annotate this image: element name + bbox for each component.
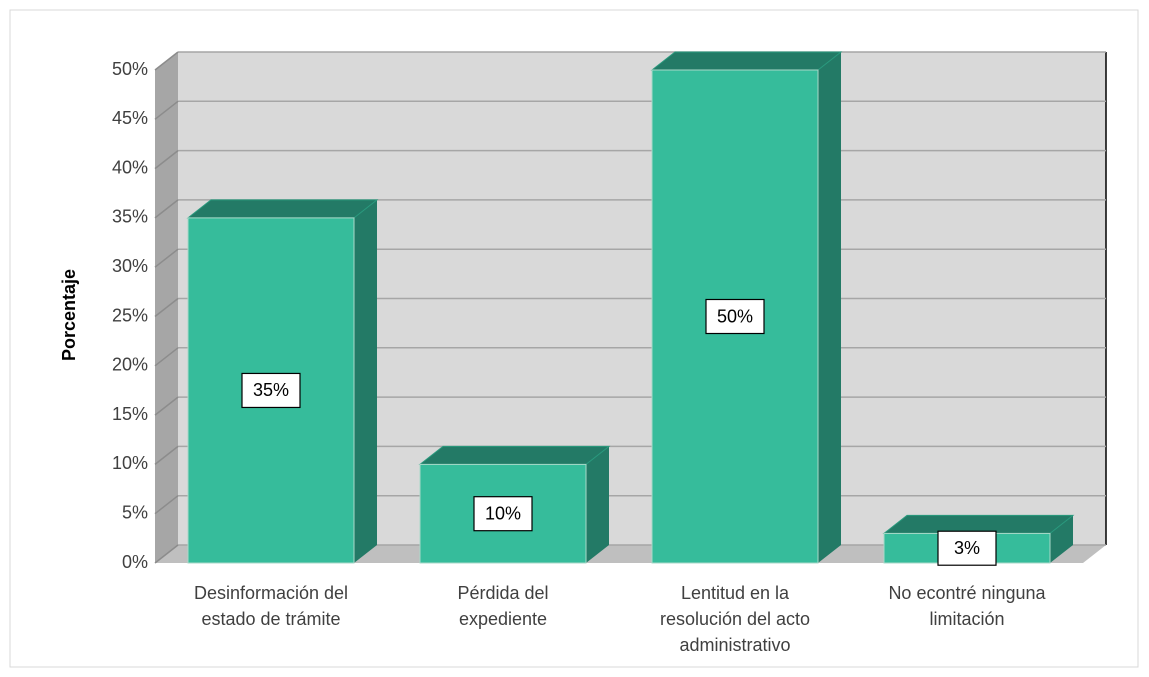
data-label-box xyxy=(473,496,533,532)
y-tick-label: 35% xyxy=(112,207,148,227)
side-grid-line xyxy=(154,297,179,318)
y-tick-label: 50% xyxy=(112,59,148,79)
y-tick-label: 5% xyxy=(122,502,148,522)
y-tick-label: 45% xyxy=(112,108,148,128)
y-axis-label: Porcentaje xyxy=(59,269,79,361)
floor xyxy=(155,545,1106,563)
y-tick-label: 20% xyxy=(112,355,148,375)
data-label-box xyxy=(241,372,301,409)
bar-top xyxy=(418,445,611,465)
x-tick-label: No econtré ninguna limitación xyxy=(888,583,1046,629)
x-tick-label: Lentitud en la resolución del acto admin… xyxy=(659,583,811,655)
y-tick-label: 15% xyxy=(112,404,148,424)
x-tick-label: Pérdida del expediente xyxy=(457,583,549,629)
data-label-box xyxy=(937,530,997,566)
bar-side xyxy=(586,446,609,563)
bar-side xyxy=(1050,515,1073,563)
data-label: 50% xyxy=(717,306,753,326)
side-grid-line xyxy=(154,51,179,71)
side-grid-line xyxy=(154,199,179,219)
y-tick-label: 30% xyxy=(112,256,148,276)
side-grid-line xyxy=(154,495,179,515)
bar-top xyxy=(186,199,379,219)
bar-side xyxy=(354,199,377,563)
y-tick-label: 25% xyxy=(112,305,148,325)
data-label: 3% xyxy=(954,538,980,558)
data-label: 35% xyxy=(253,380,289,400)
bar-side xyxy=(818,52,841,563)
side-grid-line xyxy=(154,248,179,268)
y-tick-label: 10% xyxy=(112,453,148,473)
bar-top xyxy=(650,51,843,71)
chart-frame xyxy=(9,9,1139,668)
data-label: 10% xyxy=(485,503,521,523)
side-grid-line xyxy=(154,150,179,170)
data-label-box xyxy=(705,298,765,335)
side-grid-line xyxy=(154,544,179,564)
y-tick-label: 40% xyxy=(112,157,148,177)
side-grid-line xyxy=(154,100,179,120)
side-grid-line xyxy=(154,347,179,367)
y-tick-label: 0% xyxy=(122,552,148,572)
side-grid-line xyxy=(154,396,179,416)
side-grid-line xyxy=(154,445,179,465)
x-tick-label: Desinformación del estado de trámite xyxy=(193,583,349,629)
